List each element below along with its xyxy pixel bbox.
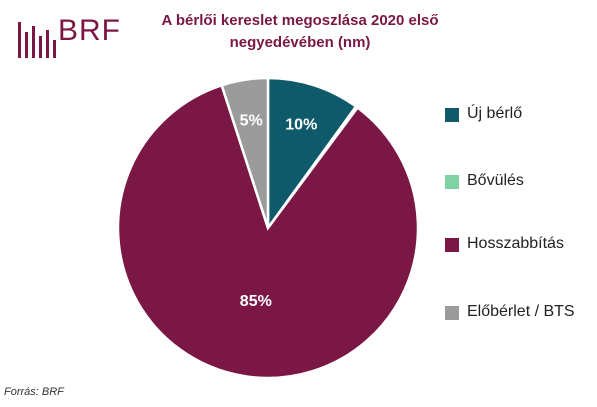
legend-swatch xyxy=(445,108,459,122)
pie-slice xyxy=(116,83,420,380)
legend-label: Bővülés xyxy=(467,172,524,189)
legend-item: Hosszabbítás xyxy=(445,235,585,256)
pie-slice xyxy=(266,104,360,229)
logo-mark xyxy=(18,22,56,58)
legend-label: Hosszabbítás xyxy=(467,235,564,252)
logo-text: BRF xyxy=(58,14,121,47)
legend-label: Új bérlő xyxy=(467,105,523,122)
legend-swatch xyxy=(445,175,459,189)
data-label: 0.2% xyxy=(346,135,382,152)
legend-swatch xyxy=(445,238,459,252)
data-label: 85% xyxy=(240,293,272,310)
pie-slice xyxy=(266,76,358,232)
data-label: 10% xyxy=(285,116,317,133)
data-label: 5% xyxy=(240,113,263,130)
legend-item: Bővülés xyxy=(445,172,585,193)
pie-slice xyxy=(220,76,270,229)
legend-swatch xyxy=(445,306,459,320)
source: Forrás: BRF xyxy=(4,386,64,398)
legend-item: Új bérlő xyxy=(445,105,585,126)
legend-item: Előbérlet / BTS xyxy=(445,303,585,324)
chart-title: A bérlői kereslet megoszlása 2020 első n… xyxy=(161,12,439,51)
legend-label: Előbérlet / BTS xyxy=(467,303,575,320)
